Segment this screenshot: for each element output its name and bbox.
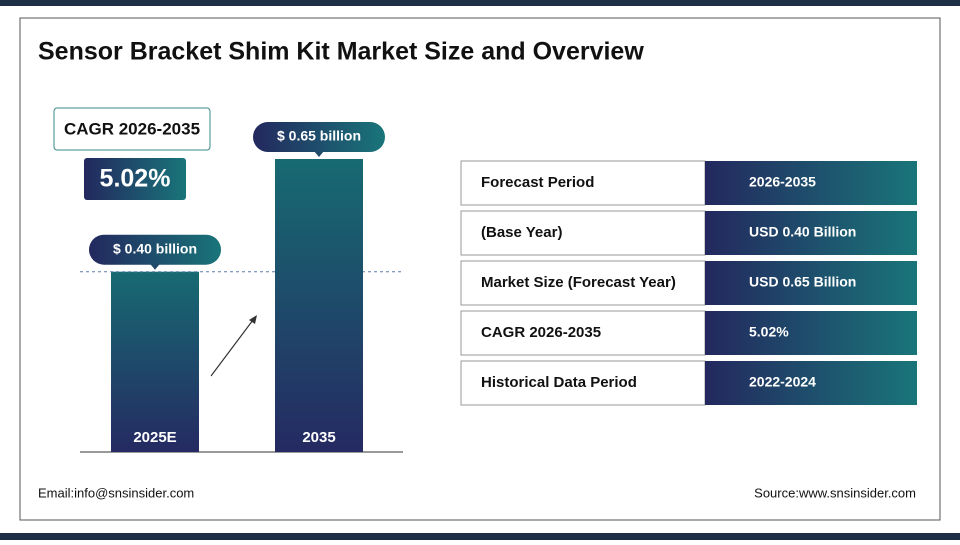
- row-value: USD 0.65 Billion: [749, 274, 856, 290]
- value-label-pill: [89, 234, 221, 265]
- arrow-head: [249, 315, 257, 324]
- row-value-cell: [705, 261, 917, 305]
- title: Sensor Bracket Shim Kit Market Size and …: [38, 38, 644, 66]
- value-label: $ 0.40 billion: [113, 240, 197, 256]
- value-label-pill: [253, 122, 385, 152]
- bar: [111, 271, 199, 452]
- bottom-band: [0, 533, 960, 540]
- summary-table: Forecast Period 2026-2035 (Base Year) USD 0…: [460, 160, 917, 406]
- cagr-value-box: [84, 158, 186, 200]
- row-label: (Base Year): [481, 224, 562, 241]
- cagr-value: 5.02%: [100, 165, 171, 193]
- top-band: [0, 0, 960, 6]
- row-value: 2026-2035: [749, 174, 816, 190]
- footer-email: Email:info@snsinsider.com: [38, 485, 194, 500]
- row-value: 5.02%: [749, 324, 789, 340]
- row-label: Forecast Period: [481, 174, 594, 191]
- row-value-cell: [705, 211, 917, 255]
- frame: [19, 17, 941, 521]
- row-label-cell: [460, 260, 706, 306]
- row-label: Historical Data Period: [481, 374, 637, 391]
- value-label: $ 0.65 billion: [277, 128, 361, 144]
- row-value-cell: [705, 161, 917, 205]
- row-label-cell: [460, 160, 706, 206]
- row-label: CAGR 2026-2035: [481, 324, 601, 341]
- row-label-cell: [460, 210, 706, 256]
- trend-arrow: [210, 319, 254, 377]
- row-value-cell: [705, 311, 917, 355]
- pill-pointer: [314, 151, 324, 157]
- category-label: 2035: [302, 429, 335, 446]
- cagr-label-box: [53, 107, 211, 151]
- footer-source: Source:www.snsinsider.com: [754, 485, 916, 500]
- cagr-label: CAGR 2026-2035: [64, 119, 200, 138]
- row-value: USD 0.40 Billion: [749, 224, 856, 240]
- row-label-cell: [460, 360, 706, 406]
- row-value-cell: [705, 361, 917, 405]
- row-label-cell: [460, 310, 706, 356]
- category-label: 2025E: [133, 429, 176, 446]
- pill-pointer: [150, 263, 160, 270]
- row-value: 2022-2024: [749, 374, 816, 390]
- row-label: Market Size (Forecast Year): [481, 274, 676, 291]
- bar: [275, 159, 363, 452]
